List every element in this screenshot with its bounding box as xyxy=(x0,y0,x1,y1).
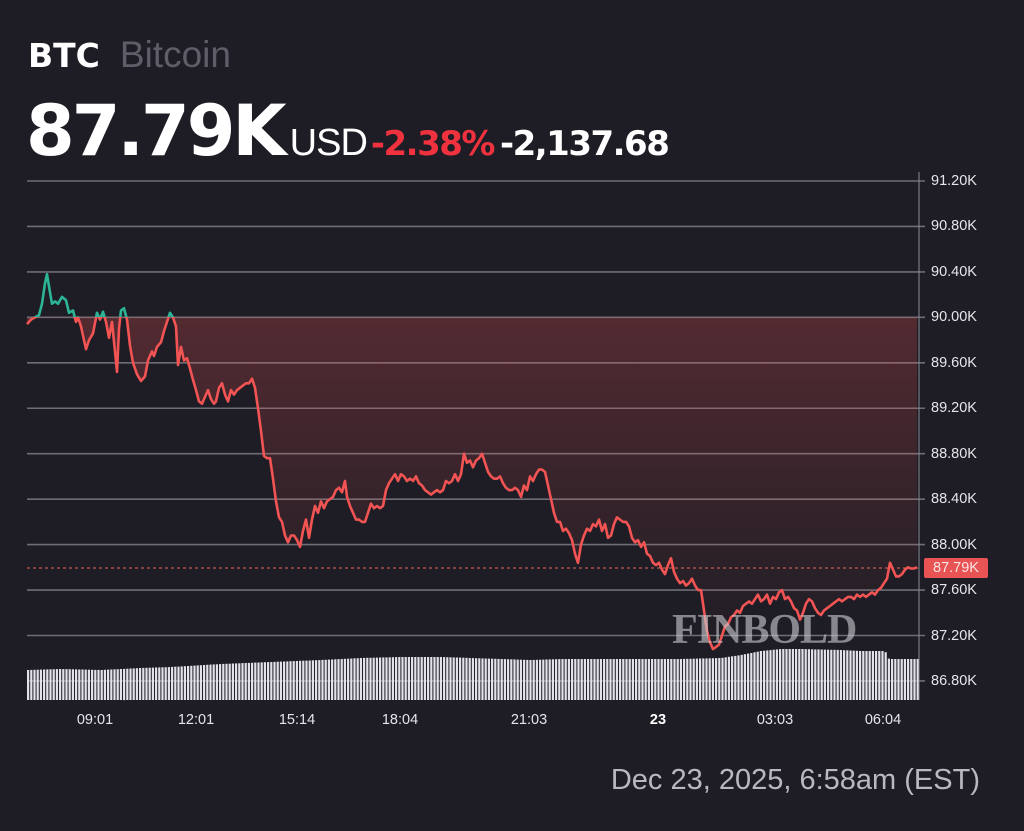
x-tick-label: 03:03 xyxy=(756,712,794,728)
volume-bars xyxy=(27,649,919,701)
y-tick-label: 88.00K xyxy=(931,536,977,553)
y-tick-label: 88.40K xyxy=(931,491,977,508)
y-tick-label: 89.20K xyxy=(931,400,977,417)
x-tick-label: 23 xyxy=(649,712,667,728)
current-price-tag: 87.79K xyxy=(924,558,988,578)
x-tick-label: 09:01 xyxy=(76,712,114,728)
y-tick-label: 87.20K xyxy=(931,627,977,644)
x-tick-label: 15:14 xyxy=(278,712,316,728)
currency-label: USD xyxy=(289,122,368,164)
y-tick-label: 86.80K xyxy=(931,672,977,689)
x-tick-label: 06:04 xyxy=(864,712,902,728)
ticker-symbol: BTC xyxy=(28,36,100,75)
y-tick-label: 87.60K xyxy=(931,582,977,599)
y-tick-label: 89.60K xyxy=(931,354,977,371)
y-tick-label: 90.00K xyxy=(931,309,977,326)
finbold-watermark: FINBOLD xyxy=(672,607,857,653)
x-tick-label: 21:03 xyxy=(510,712,548,728)
x-tick-label: 12:01 xyxy=(177,712,215,728)
header-title: BTC Bitcoin xyxy=(28,34,231,76)
y-tick-label: 90.40K xyxy=(931,263,977,280)
price-summary: 87.79K USD -2.38% -2,137.68 xyxy=(26,90,670,172)
price-line-down xyxy=(26,317,918,651)
asset-name: Bitcoin xyxy=(119,34,231,75)
y-tick-label: 91.20K xyxy=(931,173,977,189)
change-percent: -2.38% xyxy=(370,124,496,164)
current-price: 87.79K xyxy=(26,90,287,172)
timestamp: Dec 23, 2025, 6:58am (EST) xyxy=(610,764,980,796)
x-tick-label: 18:04 xyxy=(381,712,419,728)
change-absolute: -2,137.68 xyxy=(499,124,670,164)
y-tick-label: 88.80K xyxy=(931,445,977,462)
y-tick-label: 90.80K xyxy=(931,218,977,235)
price-area-fill xyxy=(27,317,917,650)
